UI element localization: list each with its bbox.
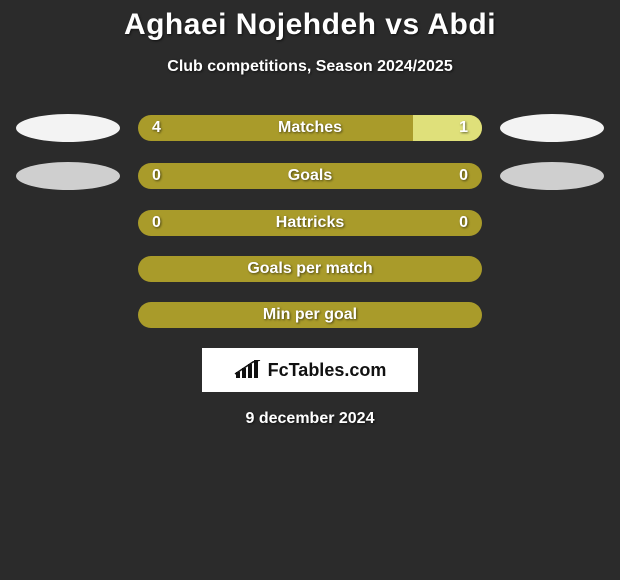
player-right-marker [500,114,604,142]
stat-value-right: 1 [459,119,468,137]
stat-value-left: 0 [152,167,161,185]
stat-value-left: 4 [152,119,161,137]
stat-row-goals: 0 Goals 0 [0,162,620,190]
stat-value-left: 0 [152,214,161,232]
comparison-card: Aghaei Nojehdeh vs Abdi Club competition… [0,0,620,428]
stat-value-right: 0 [459,214,468,232]
brand-link[interactable]: FcTables.com [202,348,418,392]
subtitle: Club competitions, Season 2024/2025 [0,58,620,76]
stat-bar-mpg: Min per goal [138,302,482,328]
stat-row-matches: 4 Matches 1 [0,114,620,142]
date-text: 9 december 2024 [0,410,620,428]
player-left-marker [16,114,120,142]
stat-label: Hattricks [276,214,344,232]
stat-label: Goals per match [247,260,372,278]
stat-bar-gpm: Goals per match [138,256,482,282]
stat-bar-goals: 0 Goals 0 [138,163,482,189]
stat-value-right: 0 [459,167,468,185]
stat-label: Min per goal [263,306,357,324]
stat-bar-right-fill [413,115,482,141]
bar-chart-icon [234,360,262,380]
player-right-marker [500,162,604,190]
page-title: Aghaei Nojehdeh vs Abdi [0,8,620,42]
brand-text: FcTables.com [268,360,387,381]
stat-bar-matches: 4 Matches 1 [138,115,482,141]
stat-label: Matches [278,119,342,137]
stat-label: Goals [288,167,332,185]
player-left-marker [16,162,120,190]
stat-bar-hattricks: 0 Hattricks 0 [138,210,482,236]
